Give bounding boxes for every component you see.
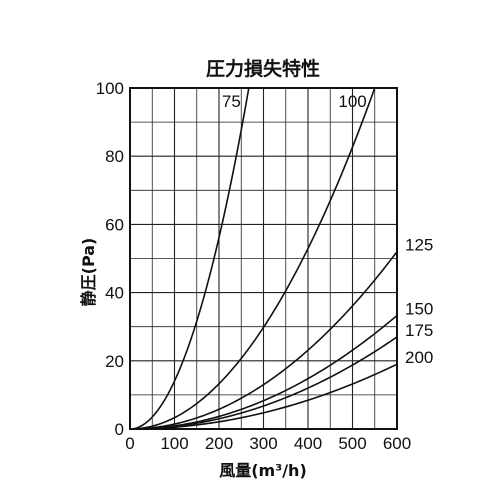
y-tick-label: 60: [105, 215, 124, 234]
x-tick-label: 400: [294, 434, 322, 453]
x-tick-label: 300: [249, 434, 277, 453]
x-ticks: 0 100 200 300 400 500 600: [125, 434, 411, 453]
y-tick-label: 80: [105, 147, 124, 166]
y-tick-label: 40: [105, 284, 124, 303]
series-label-200: 200: [405, 348, 433, 367]
x-tick-label: 200: [205, 434, 233, 453]
curves: [129, 87, 398, 430]
series-line-125: [129, 251, 398, 430]
y-tick-label: 0: [115, 420, 124, 439]
x-axis-label: 風量(m³/h): [219, 461, 307, 480]
series-label-100: 100: [338, 92, 366, 111]
x-tick-label: 0: [125, 434, 134, 453]
y-tick-label: 20: [105, 352, 124, 371]
series-label-125: 125: [405, 236, 433, 255]
series-line-100: [129, 87, 376, 430]
y-ticks: 0 20 40 60 80 100: [96, 79, 124, 439]
plot-frame: [129, 87, 398, 430]
series-label-75: 75: [222, 92, 241, 111]
series-label-150: 150: [405, 299, 433, 318]
chart-title: 圧力損失特性: [206, 57, 320, 80]
y-axis-label: 静圧(Pa): [79, 238, 98, 307]
series-line-200: [130, 363, 398, 430]
x-tick-label: 600: [383, 434, 411, 453]
series-line-75: [129, 87, 250, 430]
x-tick-label: 500: [338, 434, 366, 453]
y-tick-label: 100: [96, 79, 124, 98]
x-tick-label: 100: [160, 434, 188, 453]
grid: [130, 88, 397, 429]
series-labels: 75 100 125 150 175 200: [222, 92, 433, 367]
series-label-175: 175: [405, 321, 433, 340]
